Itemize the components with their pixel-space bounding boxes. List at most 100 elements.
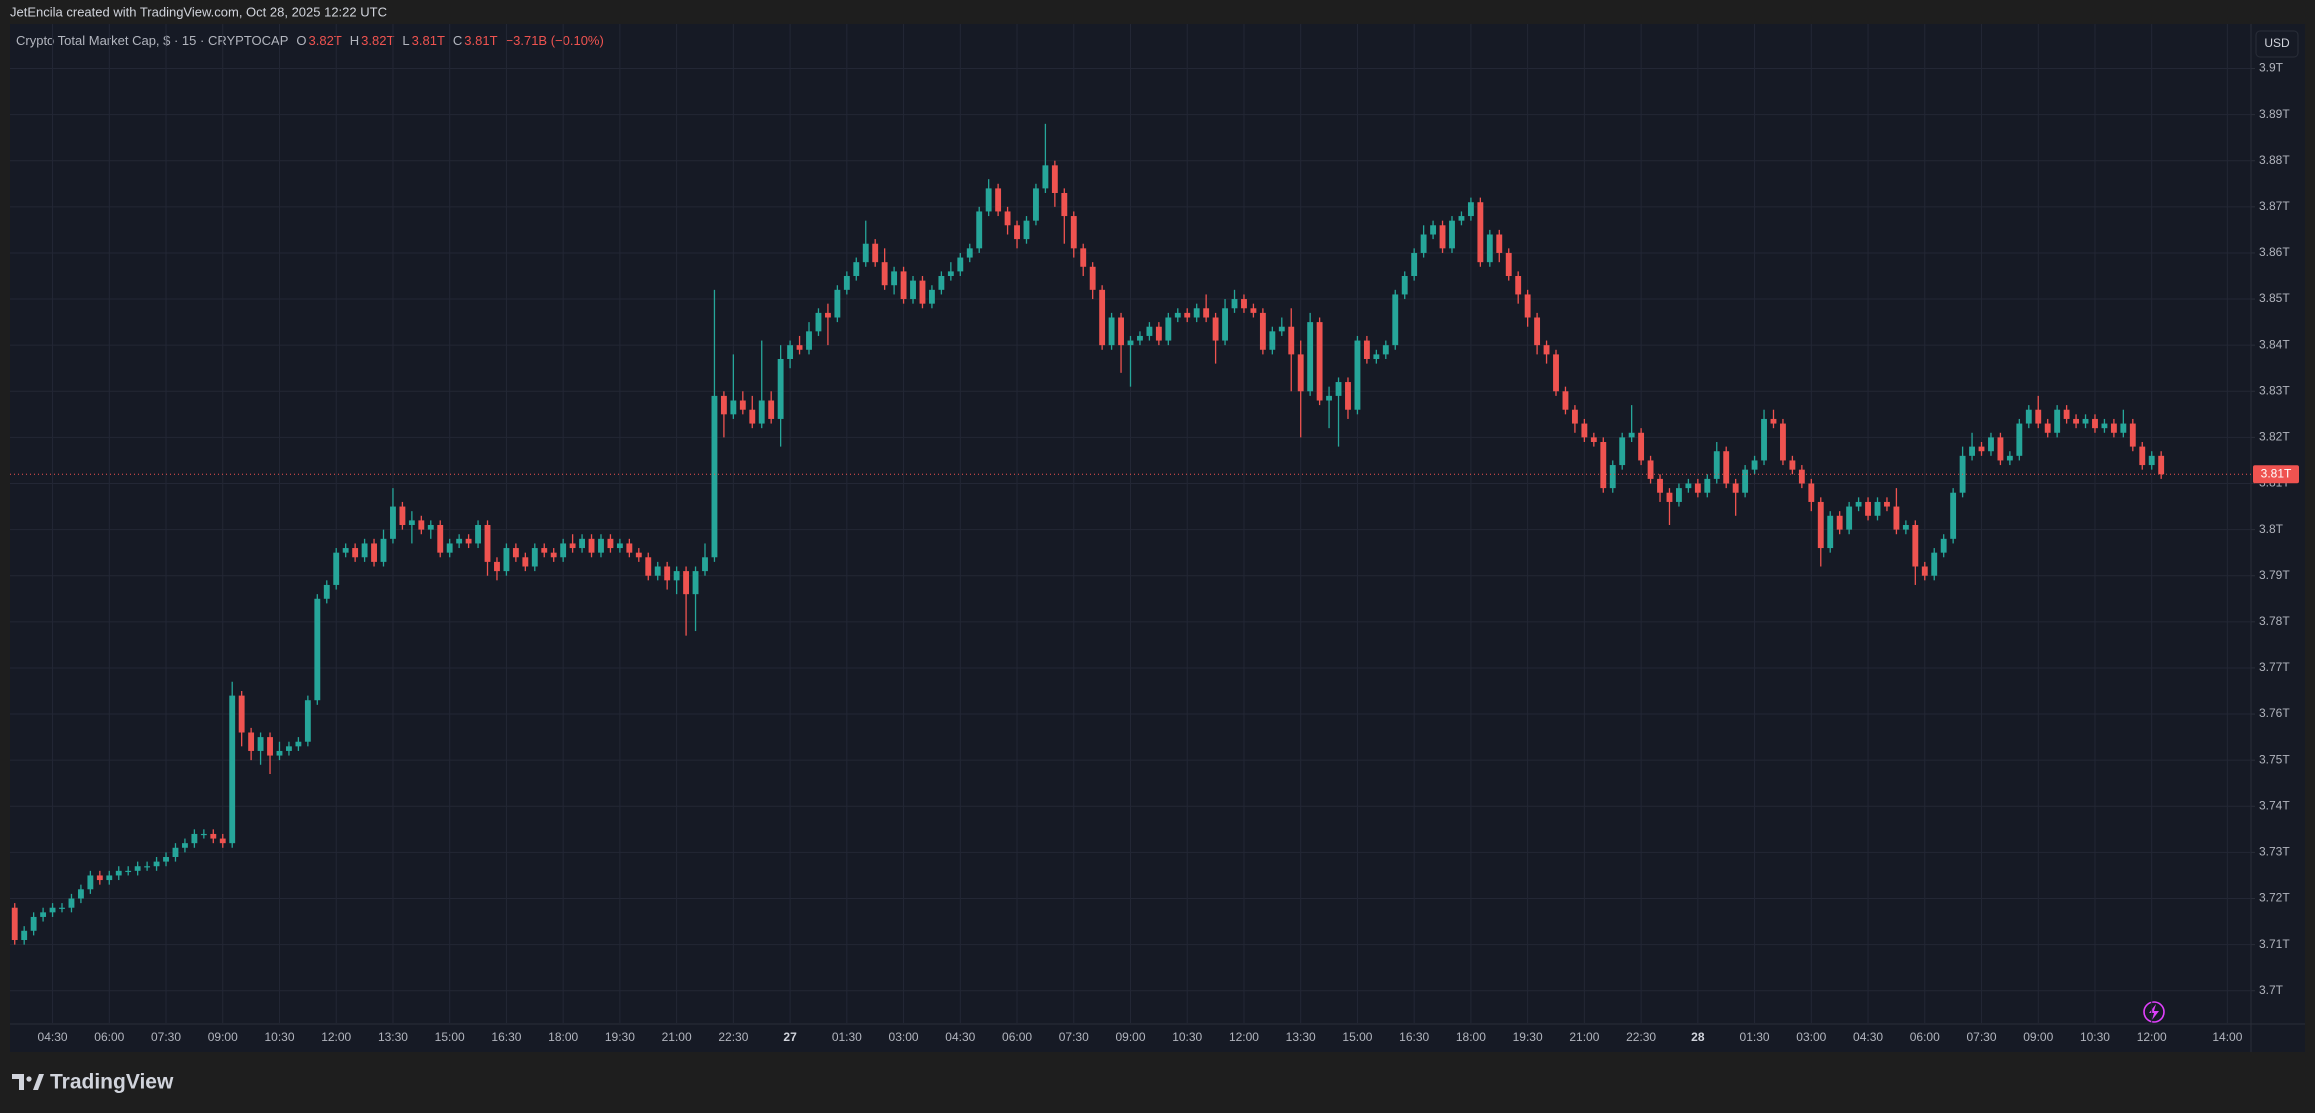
candle-body xyxy=(2158,455,2165,475)
y-tick-label: 3.7T xyxy=(2259,983,2284,997)
y-tick-label: 3.75T xyxy=(2259,752,2290,766)
y-tick-label: 3.84T xyxy=(2259,337,2290,351)
x-tick-label: 12:00 xyxy=(321,1030,351,1044)
candle-body xyxy=(1231,299,1238,309)
candle-body xyxy=(1278,326,1285,332)
currency-label[interactable]: USD xyxy=(2264,36,2290,50)
candle-body xyxy=(1893,506,1900,530)
candle-body xyxy=(966,248,973,258)
candle-body xyxy=(1505,252,1512,276)
candle-body xyxy=(1118,317,1124,346)
y-tick-label: 3.71T xyxy=(2259,937,2290,951)
candle-body xyxy=(673,571,680,581)
candle-body xyxy=(115,870,122,876)
candle-body xyxy=(720,395,727,415)
candle-body xyxy=(1099,289,1106,346)
candle-body xyxy=(787,345,794,359)
icon-bolt[interactable] xyxy=(2149,1004,2159,1020)
candle-body xyxy=(361,543,368,558)
y-tick-label: 3.77T xyxy=(2259,660,2290,674)
candle-body xyxy=(1657,478,1663,493)
candle-body xyxy=(1704,478,1711,493)
candle-body xyxy=(1288,326,1295,355)
candle-body xyxy=(1033,188,1039,221)
candle-body xyxy=(1713,451,1720,479)
candle-body xyxy=(1373,354,1380,359)
candle-body xyxy=(172,847,179,857)
candle-body xyxy=(560,543,567,558)
candle-body xyxy=(569,543,576,549)
candle-body xyxy=(1155,326,1162,341)
x-tick-label: 07:30 xyxy=(151,1030,181,1044)
candle-body xyxy=(872,243,879,263)
candle-body xyxy=(163,857,169,862)
candle-body xyxy=(87,875,94,890)
candle-body xyxy=(40,912,47,917)
candle-body xyxy=(1940,538,1947,553)
candle-body xyxy=(1297,354,1304,392)
candle-body xyxy=(1430,225,1437,235)
x-tick-label: 10:30 xyxy=(1172,1030,1202,1044)
candle-body xyxy=(796,345,803,350)
y-tick-label: 3.8T xyxy=(2259,522,2284,536)
candle-body xyxy=(730,400,737,415)
candle-body xyxy=(1363,340,1370,359)
candle-body xyxy=(1477,202,1484,263)
candle-body xyxy=(512,548,519,558)
x-tick-label: 04:30 xyxy=(945,1030,975,1044)
candle-body xyxy=(1250,308,1257,313)
candle-body xyxy=(702,557,708,572)
candle-body xyxy=(2073,418,2080,424)
x-tick-label: 19:30 xyxy=(605,1030,635,1044)
x-tick-label: 12:00 xyxy=(1229,1030,1259,1044)
candle-body xyxy=(1742,469,1749,493)
candle-body xyxy=(59,907,65,909)
candle-body xyxy=(1345,382,1351,410)
y-tick-label: 3.89T xyxy=(2259,107,2290,121)
legend-key: C xyxy=(453,33,462,48)
candle-body xyxy=(494,561,500,572)
candle-body xyxy=(834,289,841,318)
candle-body xyxy=(843,276,850,290)
candle-body xyxy=(1382,345,1389,355)
candle-body xyxy=(1089,266,1096,290)
candle-body xyxy=(626,543,633,553)
candle-body xyxy=(957,257,964,272)
candle-body xyxy=(1638,432,1645,461)
lightning-icon[interactable] xyxy=(2143,1001,2165,1023)
candle-body xyxy=(1694,483,1701,493)
candle-body xyxy=(456,538,463,544)
candle-body xyxy=(276,750,283,756)
candle-body xyxy=(1486,234,1493,263)
x-tick-label: 12:00 xyxy=(2137,1030,2167,1044)
logo-mark xyxy=(26,1076,32,1082)
candle-body xyxy=(541,548,548,553)
candle-body xyxy=(985,188,992,212)
candle-body xyxy=(1496,234,1503,253)
candle-body xyxy=(229,695,236,844)
candle-body xyxy=(257,737,264,751)
candle-body xyxy=(1751,460,1758,470)
candle-body xyxy=(1789,460,1796,470)
y-tick-label: 3.9T xyxy=(2259,61,2284,75)
legend-key: H xyxy=(350,33,359,48)
candle-body xyxy=(815,312,822,332)
candle-body xyxy=(49,907,56,913)
candle-body xyxy=(475,525,481,544)
x-tick-label: 18:00 xyxy=(1456,1030,1486,1044)
candle-body xyxy=(1770,418,1777,424)
candle-body xyxy=(408,520,415,525)
candle-body xyxy=(1184,312,1191,318)
icon-ring[interactable] xyxy=(2143,1001,2165,1023)
currency-button[interactable] xyxy=(2255,30,2299,58)
x-tick-label: 27 xyxy=(783,1030,797,1044)
candle-body xyxy=(579,538,586,549)
candle-body xyxy=(248,732,255,751)
y-tick-label: 3.83T xyxy=(2259,383,2290,397)
candle-body xyxy=(1562,391,1569,410)
grid xyxy=(10,24,2255,1023)
candle-body xyxy=(683,571,690,595)
candle-body xyxy=(427,525,434,530)
candle-body xyxy=(1420,234,1427,253)
